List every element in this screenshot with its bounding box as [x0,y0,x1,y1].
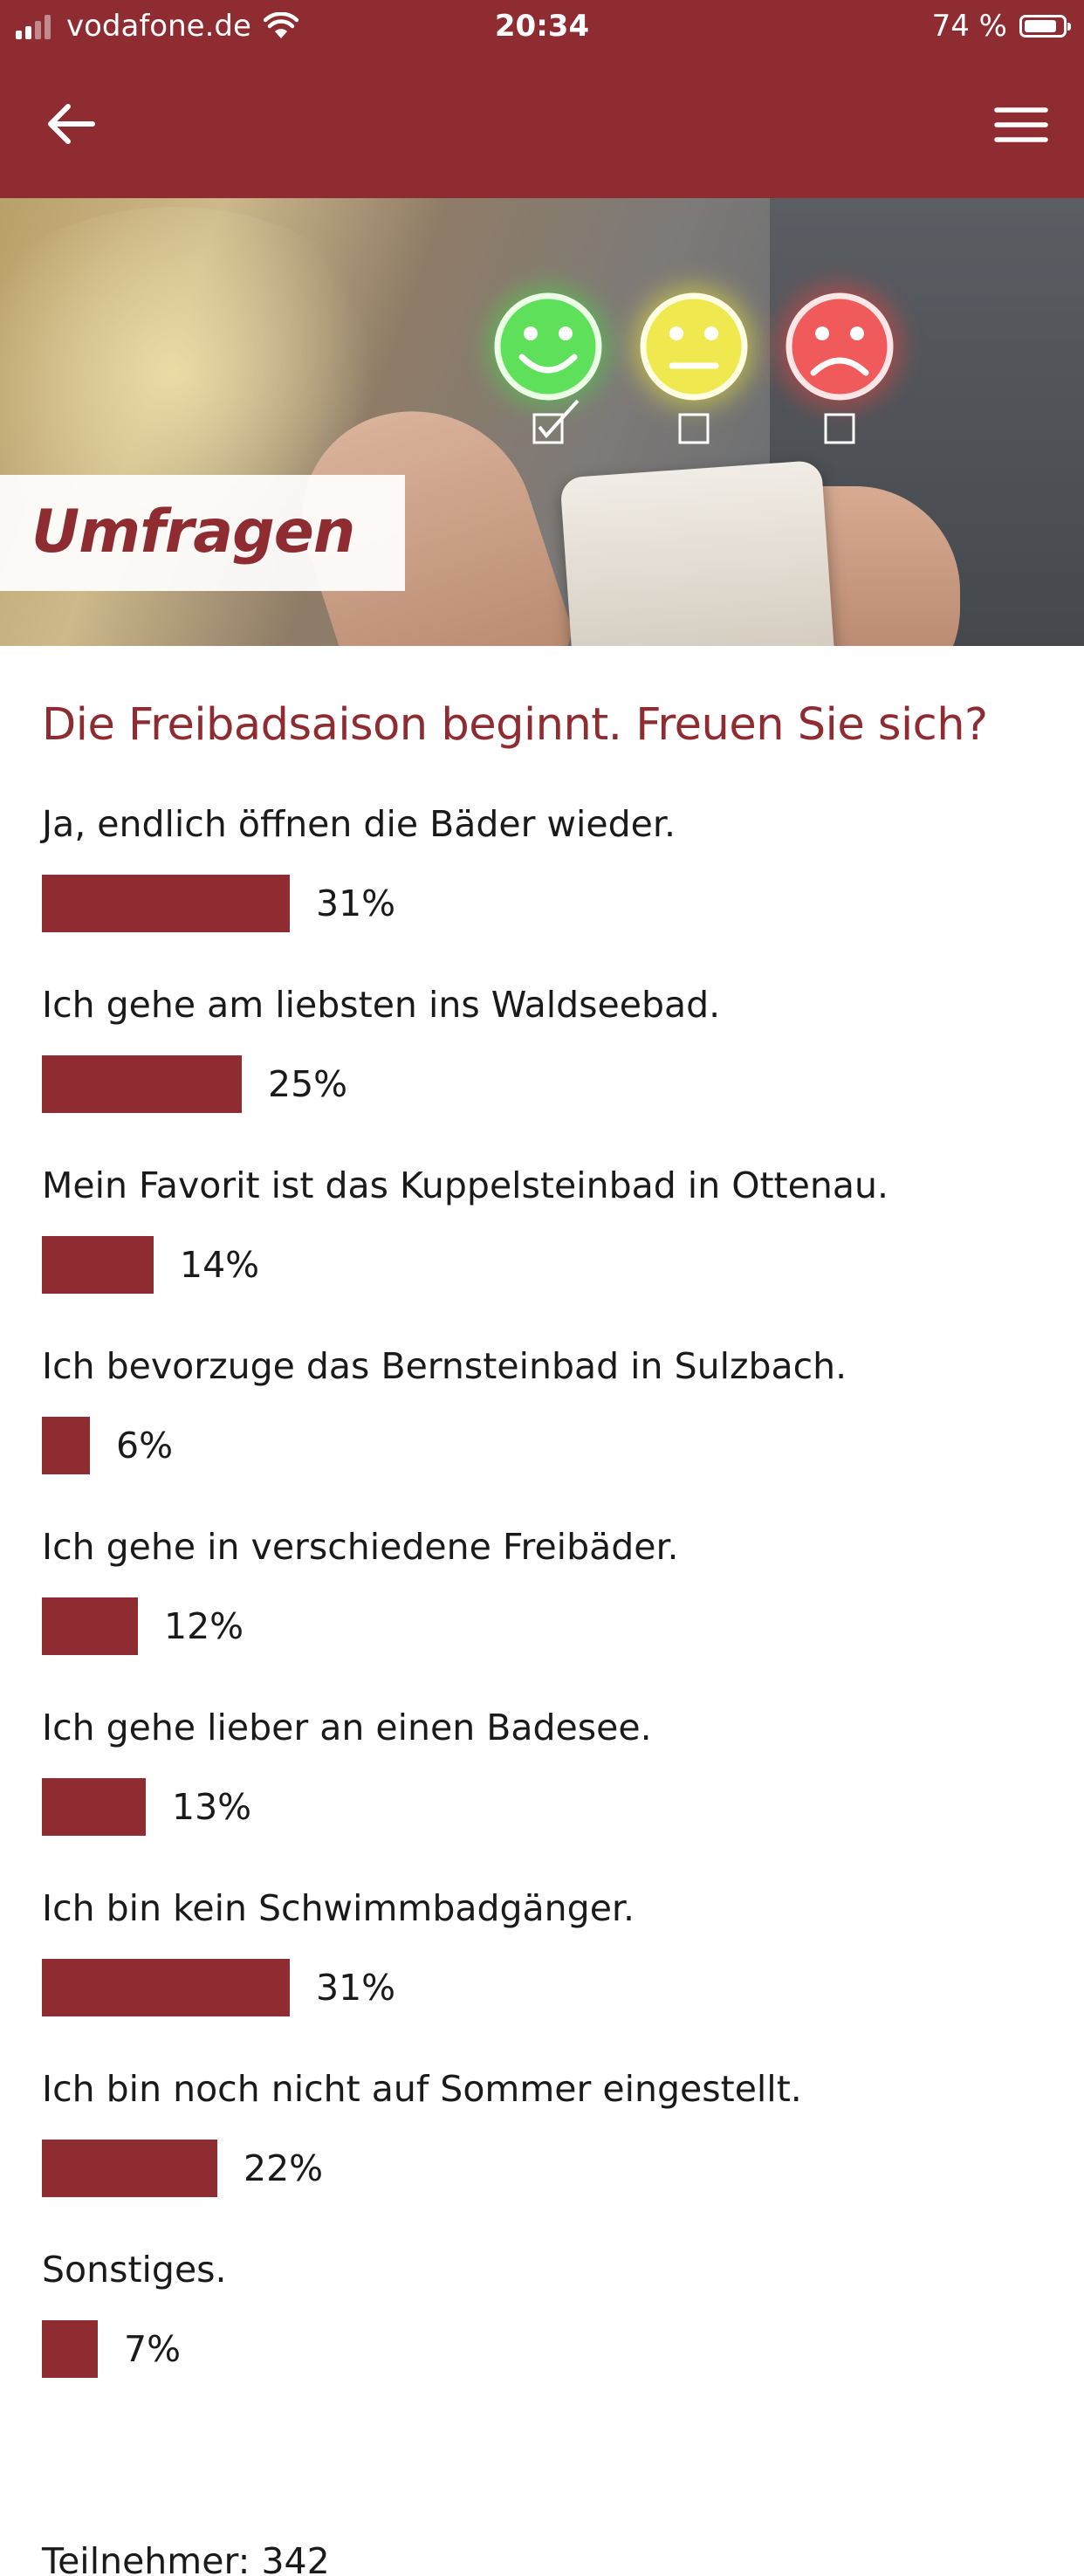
poll-option-label: Ich bin noch nicht auf Sommer eingestell… [42,2068,802,2110]
result-percent: 22% [244,2147,324,2189]
poll-option: Sonstiges. 7% [42,2249,1054,2406]
poll-option: Ich bin noch nicht auf Sommer eingestell… [42,2068,1054,2225]
poll-results: Die Freibadsaison beginnt. Freuen Sie si… [42,698,1054,2576]
result-bar [42,2140,217,2197]
menu-button[interactable] [985,87,1058,161]
poll-option: Ich gehe lieber an einen Badesee. 13% [42,1707,1054,1864]
result-percent: 13% [172,1786,252,1828]
smiley-happy-icon [487,285,609,444]
battery-icon [1019,15,1071,38]
result-percent: 31% [316,883,396,924]
hero-banner-image: Umfragen [0,198,1084,646]
poll-option: Ich bevorzuge das Bernsteinbad in Sulzba… [42,1345,1054,1502]
result-bar [42,2320,98,2378]
poll-option: Mein Favorit ist das Kuppelsteinbad in O… [42,1164,1054,1322]
result-bar [42,1959,290,2016]
app-header: vodafone.de 20:34 74 % [0,0,1084,198]
wifi-icon [263,12,298,38]
result-percent: 6% [116,1425,174,1467]
poll-option: Ja, endlich öffnen die Bäder wieder. 31% [42,803,1054,960]
back-button[interactable] [35,87,108,161]
result-percent: 7% [124,2328,182,2370]
participants-count: Teilnehmer: 342 [42,2540,330,2576]
participants-label: Teilnehmer: [42,2540,250,2576]
signal-strength-icon [16,13,54,39]
poll-option-label: Sonstiges. [42,2249,227,2291]
result-percent: 12% [164,1605,244,1647]
status-right: 74 % [931,9,1071,44]
result-bar [42,1417,90,1474]
status-left: vodafone.de [16,9,298,44]
section-label: Umfragen [0,475,405,591]
poll-option-label: Ich gehe in verschiedene Freibäder. [42,1526,679,1568]
participants-value: 342 [261,2540,330,2576]
result-percent: 25% [268,1063,348,1105]
result-bar [42,1236,154,1294]
poll-option: Ich bin kein Schwimmbadgänger. 31% [42,1887,1054,2044]
arrow-left-icon [48,104,95,144]
poll-option-label: Ich gehe lieber an einen Badesee. [42,1707,652,1748]
poll-option-label: Ich bevorzuge das Bernsteinbad in Sulzba… [42,1345,847,1387]
poll-option-label: Ich bin kein Schwimmbadgänger. [42,1887,635,1929]
status-bar: vodafone.de 20:34 74 % [0,0,1084,54]
poll-question: Die Freibadsaison beginnt. Freuen Sie si… [42,699,988,751]
result-percent: 31% [316,1967,396,2009]
carrier-name: vodafone.de [66,9,251,44]
result-percent: 14% [180,1244,260,1286]
rating-smileys [487,285,901,444]
poll-option: Ich gehe am liebsten ins Waldseebad. 25% [42,984,1054,1141]
result-bar [42,1597,138,1655]
section-title: Umfragen [31,498,355,567]
result-bar [42,875,290,932]
status-time: 20:34 [494,9,590,44]
poll-option: Ich gehe in verschiedene Freibäder. 12% [42,1526,1054,1683]
result-bar [42,1055,242,1113]
poll-option-label: Ja, endlich öffnen die Bäder wieder. [42,803,676,845]
poll-option-label: Mein Favorit ist das Kuppelsteinbad in O… [42,1164,888,1206]
result-bar [42,1778,146,1836]
smiley-sad-icon [779,285,901,444]
battery-percent: 74 % [931,9,1007,44]
smiley-neutral-icon [633,285,755,444]
hamburger-menu-icon [994,107,1048,142]
poll-option-label: Ich gehe am liebsten ins Waldseebad. [42,984,721,1026]
